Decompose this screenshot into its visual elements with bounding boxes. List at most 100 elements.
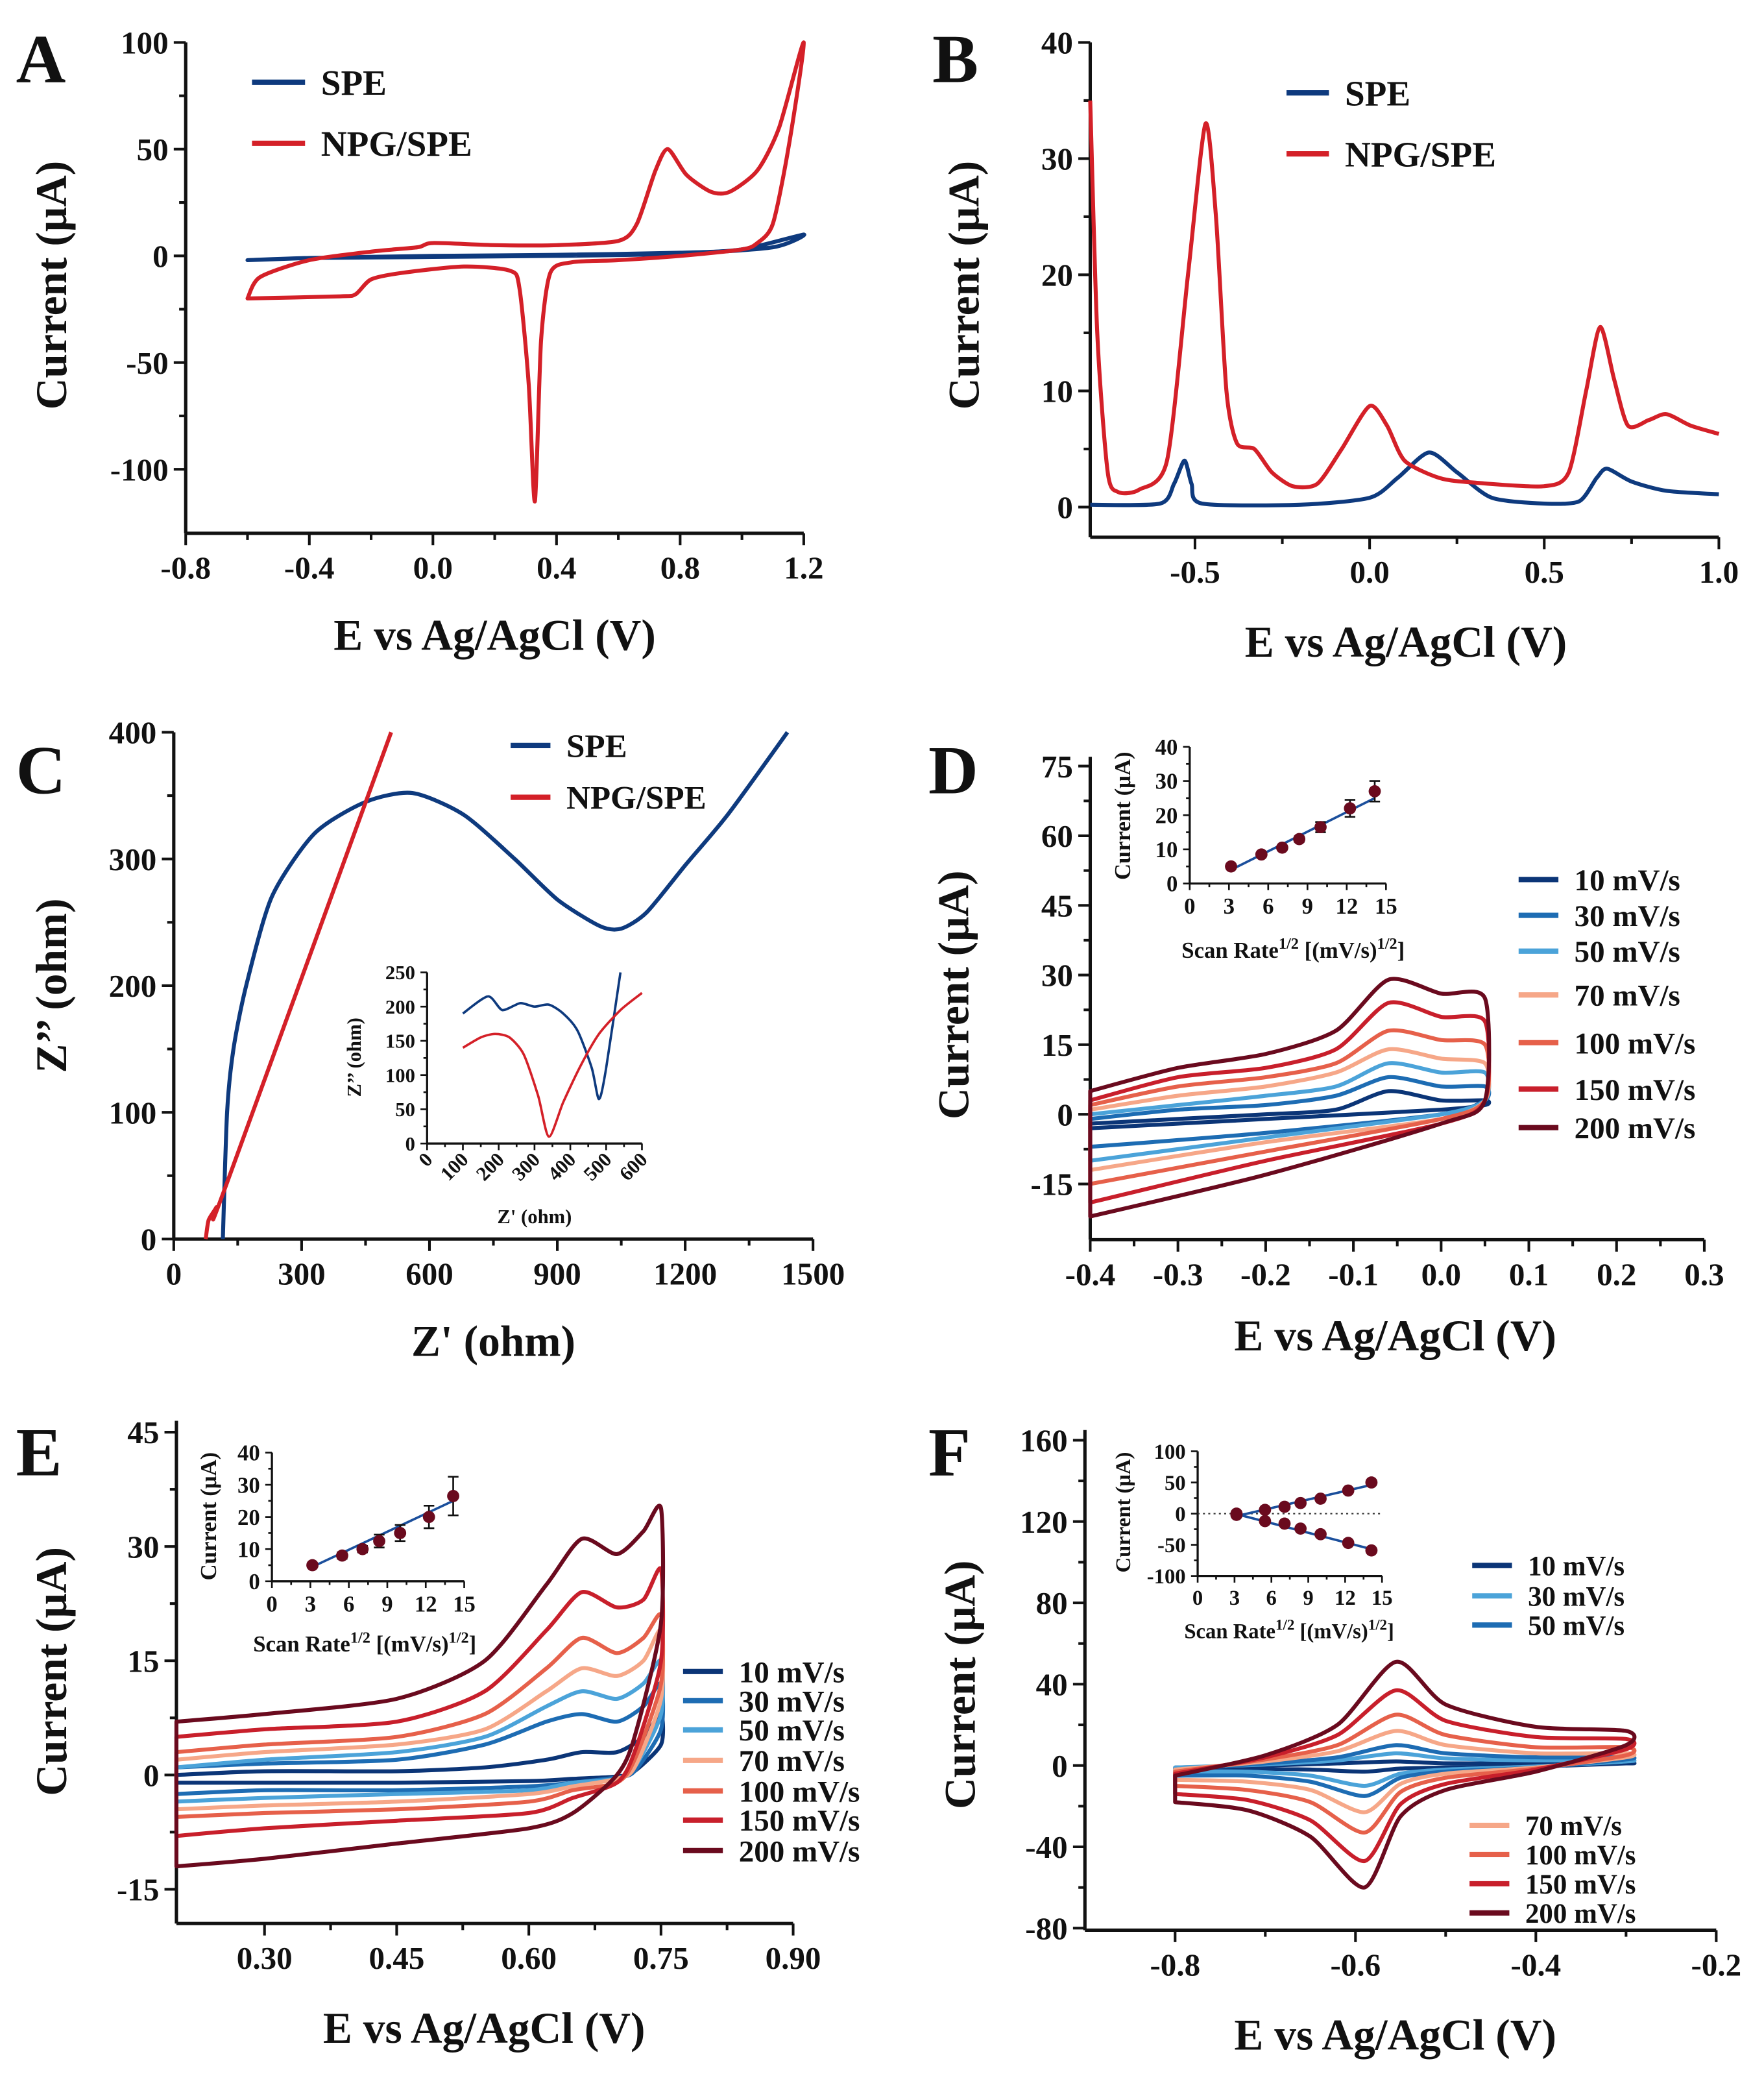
y-axis-title: Current (μA) (940, 161, 989, 410)
y-tick-label: 20 (1155, 803, 1178, 828)
superscript: 1/2 (1279, 935, 1299, 953)
y-tick-label: 250 (385, 962, 415, 984)
y-tick-label: 10 (1041, 374, 1073, 409)
x-tick-label: 6 (343, 1592, 354, 1617)
x-tick-label: 0.45 (369, 1940, 425, 1976)
series-line-0 (221, 731, 790, 1239)
legend-label: NPG/SPE (566, 780, 707, 817)
y-tick-label: 0 (143, 1757, 160, 1793)
panel-letter-c: C (16, 731, 66, 808)
y-axis-title: Current (μA) (936, 1560, 985, 1809)
x-tick-label: 6 (1266, 1587, 1277, 1610)
series-line-3 (1088, 1047, 1492, 1173)
y-tick-label: 30 (1041, 958, 1073, 993)
x-tick-label: 9 (1302, 894, 1313, 919)
inset-x-axis-title: Scan Rate1/2 [(mV/s)1/2] (1184, 1617, 1394, 1644)
x-tick-label: 9 (1303, 1587, 1313, 1610)
inset-y-axis-title: Current (μA) (1110, 751, 1135, 880)
legend-label: 100 mV/s (1525, 1840, 1636, 1871)
data-point (1314, 1528, 1327, 1541)
y-tick-label: 0 (1175, 1503, 1185, 1526)
x-tick-label: 12 (1335, 1587, 1356, 1610)
x-tick-label: 1.2 (784, 550, 823, 586)
y-tick-label: 150 (385, 1030, 415, 1053)
series-line-1 (204, 731, 393, 1239)
label-part: ] (469, 1631, 477, 1657)
legend-label: 70 mV/s (1575, 979, 1680, 1013)
y-tick-label: -15 (1030, 1167, 1072, 1202)
data-point (1259, 1515, 1272, 1528)
x-axis-title: E vs Ag/AgCl (V) (323, 2004, 646, 2053)
y-tick-label: 200 (385, 996, 415, 1018)
panel-letter-e: E (16, 1413, 62, 1490)
series-line-2 (1173, 1743, 1637, 1798)
x-tick-label: 300 (278, 1256, 326, 1291)
x-tick-label: 0.0 (1421, 1256, 1461, 1292)
y-axis-title: Z’’ (ohm) (27, 898, 76, 1073)
y-tick-label: 80 (1036, 1585, 1068, 1621)
label-part: [(mV/s) (1294, 1620, 1368, 1644)
inset-series-line-0 (462, 972, 622, 1101)
x-tick-label: 15 (453, 1592, 476, 1617)
data-point (1365, 1476, 1378, 1489)
x-tick-label: -0.6 (1330, 1947, 1381, 1982)
data-point (1278, 1517, 1291, 1530)
x-tick-label: 15 (1371, 1587, 1393, 1610)
legend-label: 30 mV/s (1575, 899, 1680, 933)
y-axis-title: Current (μA) (27, 161, 76, 410)
y-tick-label: 200 (109, 968, 157, 1004)
data-point (394, 1527, 407, 1539)
y-tick-label: 10 (1155, 837, 1178, 862)
data-point (336, 1549, 348, 1562)
y-tick-label: 60 (1041, 818, 1073, 854)
data-point (1259, 1504, 1272, 1517)
inset-y-axis-title: Current (μA) (196, 1452, 221, 1581)
legend-label: 10 mV/s (1528, 1551, 1625, 1581)
x-tick-label: 0.3 (1684, 1256, 1724, 1292)
x-tick-label: 1.0 (1699, 554, 1739, 590)
y-tick-label: 0 (1057, 490, 1073, 526)
y-tick-label: 0 (405, 1133, 415, 1155)
x-tick-label: -0.2 (1691, 1947, 1742, 1982)
panel-letter-a: A (16, 21, 66, 97)
y-tick-label: 30 (237, 1472, 260, 1498)
series-line-0 (1090, 450, 1719, 507)
y-tick-label: 75 (1041, 749, 1073, 785)
x-tick-label: 0.8 (660, 550, 700, 586)
y-tick-label: 40 (237, 1441, 260, 1466)
series-line-5 (1173, 1688, 1637, 1864)
x-tick-label: -0.4 (284, 550, 335, 586)
x-axis-title: E vs Ag/AgCl (V) (333, 611, 656, 660)
y-tick-label: -100 (110, 452, 169, 487)
series-line-1 (1088, 100, 1720, 496)
legend-label: 200 mV/s (1575, 1112, 1696, 1145)
series-line-6 (1173, 1659, 1637, 1890)
inset-y-axis-title: Z’’ (ohm) (343, 1018, 365, 1097)
x-axis-title: E vs Ag/AgCl (V) (1245, 618, 1567, 666)
legend-label: 100 mV/s (1575, 1027, 1696, 1060)
x-tick-label: 12 (415, 1592, 437, 1617)
series-line-6 (1088, 977, 1492, 1219)
superscript: 1/2 (1368, 1617, 1387, 1633)
x-tick-label: 3 (1224, 894, 1235, 919)
x-tick-label: 1200 (653, 1256, 717, 1291)
superscript: 1/2 (350, 1629, 370, 1646)
y-axis-title: Current (μA) (27, 1547, 76, 1796)
chart-panel-d: -0.4 -0.3 -0.2 -0.1 0.0 0.1 0.2 0.3-15015304560… (929, 735, 1724, 1360)
x-tick-label: 0.4 (537, 550, 576, 586)
y-tick-label: 120 (1020, 1504, 1068, 1540)
x-tick-label: -0.5 (1170, 554, 1220, 590)
panel-letter-b: B (932, 21, 978, 97)
y-tick-label: 30 (1041, 141, 1073, 177)
data-point (1275, 841, 1288, 854)
y-tick-label: 40 (1155, 735, 1178, 760)
series-line-0 (1088, 1089, 1492, 1130)
y-tick-label: 50 (1165, 1472, 1186, 1495)
data-point (1365, 1544, 1378, 1557)
y-tick-label: -50 (126, 345, 168, 381)
data-point (356, 1542, 369, 1555)
y-tick-label: 100 (109, 1095, 157, 1130)
